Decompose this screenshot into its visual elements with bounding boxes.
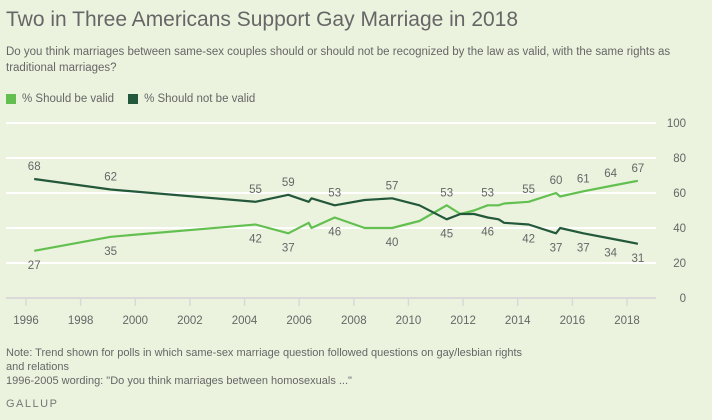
x-tick-label: 2006 (286, 315, 312, 327)
x-tick-label: 2002 (177, 315, 203, 327)
data-label: 60 (550, 175, 563, 187)
legend-label-valid: % Should be valid (22, 93, 115, 105)
data-label: 55 (249, 184, 262, 196)
series-line-not-valid (34, 177, 639, 245)
data-label: 40 (386, 237, 399, 249)
x-tick-label: 1998 (68, 315, 94, 327)
legend-item-valid: % Should be valid (6, 93, 114, 105)
x-tick-label: 2012 (450, 315, 476, 327)
x-tick-label: 2018 (614, 315, 640, 327)
data-label: 62 (104, 172, 117, 184)
gallup-logo: GALLUP (6, 398, 59, 410)
y-tick-label: 80 (673, 153, 686, 165)
data-label: 53 (481, 187, 494, 199)
x-tick-label: 1996 (13, 315, 39, 327)
chart-note: Note: Trend shown for polls in which sam… (6, 346, 526, 388)
data-label: 67 (632, 163, 645, 175)
data-label: 31 (632, 253, 645, 265)
x-tick-label: 2014 (505, 315, 531, 327)
data-label: 27 (28, 260, 41, 272)
data-label: 68 (28, 161, 41, 173)
x-tick-label: 2008 (341, 315, 367, 327)
data-label: 37 (577, 242, 590, 254)
series-line-valid (34, 179, 639, 252)
chart-title: Two in Three Americans Support Gay Marri… (6, 8, 519, 31)
data-label: 55 (522, 184, 535, 196)
y-tick-label: 0 (680, 293, 686, 305)
data-label: 37 (282, 242, 295, 254)
data-label: 45 (440, 228, 453, 240)
x-tick-label: 2016 (560, 315, 586, 327)
legend-label-not-valid: % Should not be valid (144, 93, 256, 105)
data-label: 46 (328, 227, 341, 239)
y-tick-label: 20 (673, 258, 686, 270)
data-label: 46 (481, 227, 494, 239)
note-line-1: Note: Trend shown for polls in which sam… (6, 347, 523, 373)
y-tick-label: 100 (667, 118, 686, 130)
y-tick-label: 60 (673, 188, 686, 200)
legend-item-not-valid: % Should not be valid (128, 93, 255, 105)
x-tick-label: 2000 (122, 315, 148, 327)
x-tick-label: 2010 (396, 315, 422, 327)
line-chart: 0 20 40 60 80 100 1996 1998 2000 2002 2004 2006 2008… (6, 118, 686, 327)
legend: % Should be valid % Should not be valid (6, 93, 269, 105)
data-label: 42 (249, 234, 262, 246)
data-label: 59 (282, 177, 295, 189)
data-label: 57 (386, 180, 399, 192)
data-label: 35 (104, 246, 117, 258)
data-label: 64 (604, 168, 617, 180)
x-tick-label: 2004 (232, 315, 258, 327)
legend-swatch-valid (6, 94, 16, 104)
data-label: 37 (550, 242, 563, 254)
chart-subtitle: Do you think marriages between same-sex … (6, 46, 671, 74)
note-line-2: 1996-2005 wording: "Do you think marriag… (6, 375, 352, 387)
data-label: 53 (440, 187, 453, 199)
y-tick-label: 40 (673, 223, 686, 235)
data-label: 61 (577, 173, 590, 185)
legend-swatch-not-valid (128, 94, 139, 104)
data-label: 34 (604, 248, 617, 260)
data-label: 53 (328, 187, 341, 199)
data-label: 42 (522, 234, 535, 246)
